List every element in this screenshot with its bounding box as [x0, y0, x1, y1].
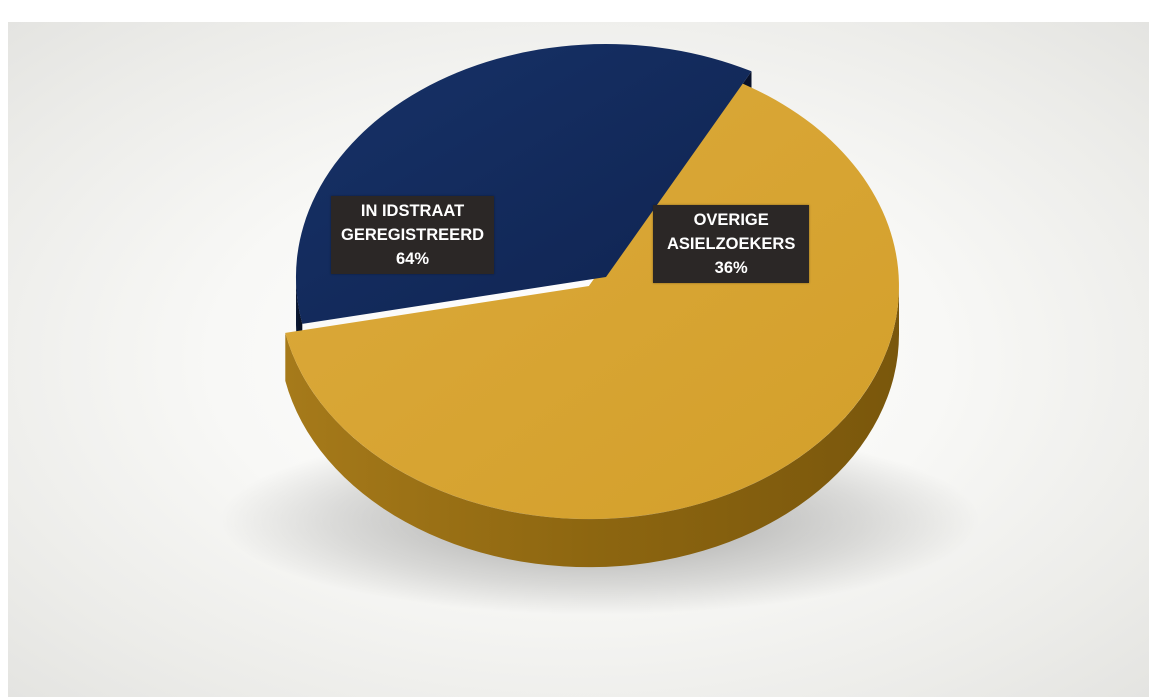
pie-slice-top	[285, 80, 899, 520]
slice-label-idstraat: IN IDSTRAAT GEREGISTREERD 64%	[331, 196, 495, 274]
slice-label-value: 64%	[396, 250, 430, 268]
slice-label-line: GEREGISTREERD	[341, 226, 485, 244]
pie-slice-side	[285, 286, 900, 568]
slice-label-line: ASIELZOEKERS	[667, 235, 796, 253]
slice-label-value: 36%	[714, 259, 748, 277]
slice-label-line: IN IDSTRAAT	[360, 202, 465, 220]
slice-label-line: OVERIGE	[693, 211, 769, 229]
slice-label-overige: OVERIGE ASIELZOEKERS 36%	[653, 205, 810, 283]
